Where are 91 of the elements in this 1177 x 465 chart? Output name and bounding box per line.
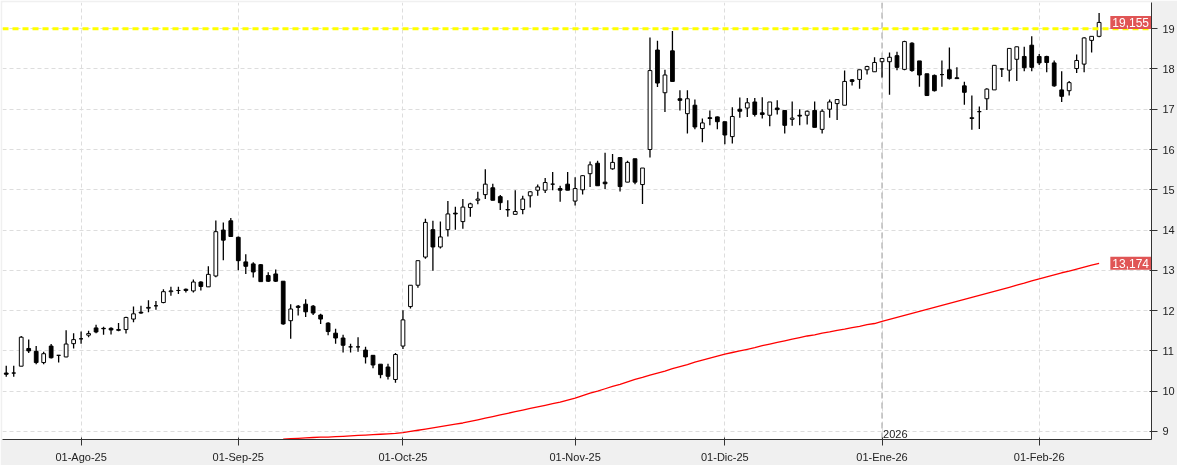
- candlestick: [1029, 35, 1035, 73]
- candlestick: [789, 100, 795, 127]
- candlestick: [565, 171, 571, 191]
- candlestick: [834, 98, 840, 121]
- candlestick: [962, 81, 967, 106]
- y-tick-label: 12: [1162, 304, 1175, 317]
- candlestick: [512, 189, 518, 215]
- candlestick: [168, 286, 174, 297]
- candlestick: [692, 98, 698, 131]
- y-tick-label: 10: [1162, 385, 1175, 398]
- line-series: [282, 262, 1100, 440]
- candlestick: [640, 167, 645, 205]
- x-tick-label: 01-Ene-26: [856, 450, 908, 463]
- candlestick: [408, 284, 413, 310]
- candlestick: [917, 60, 922, 88]
- candlestick: [602, 152, 608, 190]
- candlestick: [677, 89, 683, 112]
- candlestick: [1021, 46, 1027, 73]
- candlestick: [580, 174, 585, 196]
- y-tick-label: 13: [1162, 264, 1175, 277]
- candlestick: [220, 221, 226, 261]
- candlestick: [33, 345, 39, 365]
- ref-line-label: 2026: [883, 427, 908, 440]
- candlestick: [887, 51, 892, 96]
- candlestick: [438, 220, 443, 250]
- candlestick: [520, 195, 526, 215]
- y-tick-label: 15: [1162, 183, 1175, 196]
- text: 13,174: [1112, 256, 1150, 271]
- candlestick: [707, 109, 713, 126]
- x-tick-label: 01-Feb-26: [1013, 450, 1065, 463]
- y-tick-label: 9: [1162, 425, 1169, 438]
- candlestick: [632, 158, 638, 185]
- candlestick: [947, 46, 952, 81]
- y-tick-label: 16: [1162, 143, 1175, 156]
- candlestick: [767, 101, 773, 127]
- candlestick: [482, 168, 488, 200]
- candlestick: [969, 94, 975, 131]
- candlestick: [430, 220, 436, 272]
- candlestick: [842, 69, 847, 106]
- candlestick: [1096, 12, 1102, 38]
- candlestick: [205, 265, 211, 288]
- candlestick: [857, 69, 862, 90]
- candlestick: [782, 109, 788, 135]
- candlestick: [288, 303, 294, 340]
- candlestick: [1014, 45, 1020, 82]
- x-tick-label: 01-Sep-25: [212, 450, 264, 463]
- x-tick-label: 01-Ago-25: [55, 450, 107, 463]
- candlestick: [827, 98, 832, 119]
- candlestick: [894, 50, 900, 71]
- candlestick: [984, 87, 990, 111]
- candlestick: [355, 336, 361, 353]
- candlestick: [954, 66, 960, 80]
- candlestick: [752, 97, 758, 118]
- candlestick: [729, 106, 735, 145]
- y-tick-label: 17: [1162, 103, 1175, 116]
- y-tick-label: 14: [1162, 224, 1175, 237]
- candlestick: [235, 235, 241, 271]
- candlestick: [587, 160, 593, 188]
- candlestick: [744, 97, 750, 118]
- candlestick: [759, 96, 765, 120]
- x-tick-label: 01-Oct-25: [378, 450, 428, 463]
- candlestick: [228, 217, 234, 238]
- y-tick-label: 11: [1162, 344, 1174, 357]
- candlestick: [63, 329, 69, 358]
- candlestick: [445, 200, 451, 238]
- candlestick: [662, 69, 668, 113]
- candlestick: [722, 121, 728, 145]
- candlestick: [737, 96, 743, 119]
- x-tick-label: 01-Nov-25: [549, 450, 601, 463]
- candlestick: [1051, 59, 1057, 88]
- y-tick-label: 19: [1162, 22, 1175, 35]
- candlestick: [819, 108, 825, 135]
- candlestick: [1006, 47, 1012, 83]
- x-tick-label: 01-Dic-25: [700, 450, 749, 463]
- candlestick: [595, 160, 600, 187]
- candlestick: [138, 305, 144, 315]
- candlestick: [625, 160, 630, 183]
- candlestick: [924, 73, 930, 97]
- candlestick: [685, 89, 690, 135]
- candlestick: [452, 206, 458, 231]
- y-tick-label: 18: [1162, 62, 1175, 75]
- candlestick: [243, 253, 249, 275]
- candlestick: [572, 176, 578, 207]
- candlestick: [460, 198, 466, 230]
- candlestick: [812, 100, 818, 129]
- candlestick: [879, 57, 885, 79]
- candlestick: [1059, 70, 1065, 103]
- candlestick: [550, 171, 556, 191]
- text: 19,155: [1112, 15, 1150, 30]
- candlestick: [1074, 53, 1080, 74]
- candlestick: [700, 117, 705, 143]
